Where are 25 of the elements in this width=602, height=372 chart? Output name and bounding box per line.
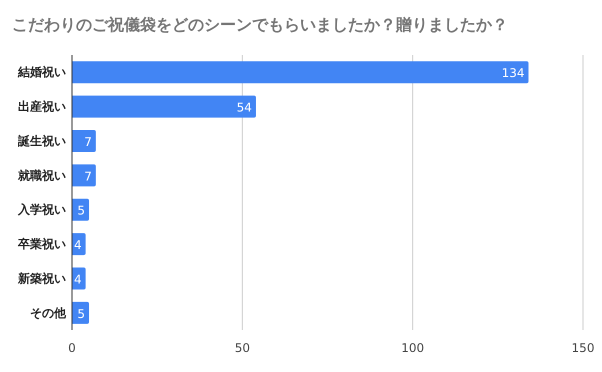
y-tick-label: 結婚祝い bbox=[17, 65, 66, 80]
y-tick-label: 就職祝い bbox=[17, 168, 66, 182]
x-tick-label: 0 bbox=[68, 341, 76, 355]
data-label: 5 bbox=[77, 306, 86, 321]
data-label: 4 bbox=[74, 238, 82, 252]
data-label: 134 bbox=[502, 66, 524, 80]
data-label: 7 bbox=[84, 134, 92, 149]
y-tick-label: 誕生祝い bbox=[17, 134, 66, 148]
data-label: 54 bbox=[236, 100, 252, 115]
x-tick-label: 50 bbox=[234, 341, 250, 355]
y-tick-label: その他 bbox=[30, 306, 67, 320]
bar bbox=[72, 96, 256, 118]
bar bbox=[72, 61, 528, 84]
x-tick-label: 100 bbox=[401, 341, 424, 355]
chart-title: こだわりのご祝儀袋をどのシーンでもらいましたか？贈りましたか？ bbox=[12, 15, 508, 34]
y-tick-label: 出産祝い bbox=[18, 100, 66, 114]
y-tick-label: 新築祝い bbox=[17, 271, 66, 286]
y-tick-label: 入学祝い bbox=[17, 202, 66, 217]
y-tick-label: 卒業祝い bbox=[17, 237, 66, 252]
data-label: 5 bbox=[77, 204, 86, 218]
bar bbox=[72, 164, 96, 186]
bar bbox=[72, 130, 96, 152]
x-tick-label: 150 bbox=[572, 341, 594, 355]
data-label: 4 bbox=[74, 272, 82, 286]
data-label: 7 bbox=[84, 169, 92, 184]
